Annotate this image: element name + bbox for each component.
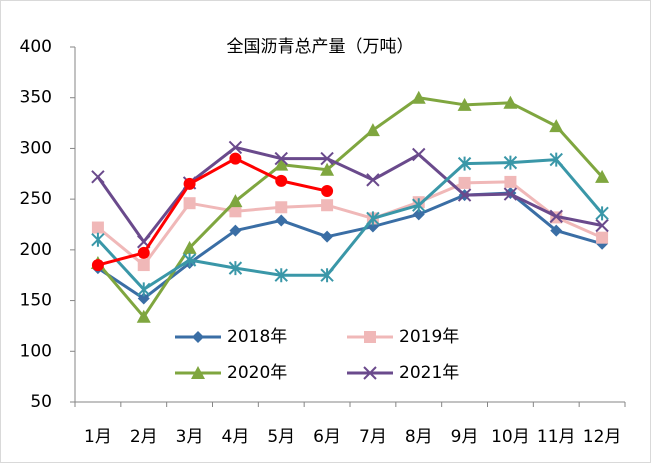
x-tick-label: 2月 — [130, 427, 158, 447]
marker — [274, 268, 288, 283]
marker — [365, 123, 380, 137]
marker — [274, 151, 288, 166]
marker — [137, 246, 150, 259]
marker — [275, 214, 288, 227]
marker — [412, 198, 426, 213]
series-line — [96, 158, 604, 291]
marker — [228, 194, 243, 208]
marker — [183, 197, 196, 210]
x-tick-label: 8月 — [405, 427, 433, 447]
marker — [366, 173, 380, 187]
marker — [412, 147, 426, 162]
marker — [412, 208, 425, 221]
y-tick-label: 350 — [20, 88, 52, 108]
marker — [503, 155, 518, 170]
marker — [595, 206, 609, 221]
marker — [503, 95, 518, 109]
series-line — [97, 157, 328, 267]
y-tick-label: 50 — [30, 392, 52, 412]
marker — [458, 176, 471, 189]
x-tick-label: 1月 — [84, 427, 112, 447]
marker — [91, 259, 104, 272]
marker — [321, 185, 334, 198]
marker — [91, 232, 105, 247]
x-tick-label: 11月 — [537, 427, 576, 447]
marker — [275, 174, 288, 187]
x-tick-label: 12月 — [583, 427, 622, 447]
legend-label: 2020年 — [227, 363, 287, 383]
marker — [229, 152, 242, 165]
y-tick-label: 200 — [20, 240, 52, 260]
x-tick-label: 3月 — [176, 427, 204, 447]
marker — [229, 205, 242, 218]
marker — [320, 162, 335, 176]
series-line — [96, 180, 603, 267]
x-tick-label: 4月 — [222, 427, 250, 447]
marker — [229, 224, 242, 237]
x-tick-label: 5月 — [267, 427, 295, 447]
legend-marker — [192, 331, 204, 343]
marker — [137, 292, 150, 305]
marker — [275, 201, 288, 214]
x-tick-label: 7月 — [359, 427, 387, 447]
marker — [321, 230, 334, 243]
marker — [182, 253, 197, 267]
legend-label: 2018年 — [227, 327, 287, 347]
legend-marker — [364, 331, 376, 343]
marker — [457, 156, 472, 171]
marker — [411, 90, 426, 104]
x-tick-label: 10月 — [491, 427, 530, 447]
legend-marker — [191, 366, 205, 379]
marker — [550, 224, 563, 237]
legend-label: 2019年 — [399, 327, 459, 347]
marker — [321, 199, 334, 212]
y-tick-label: 250 — [20, 189, 52, 209]
marker — [503, 187, 518, 201]
marker — [549, 209, 563, 224]
x-tick-label: 9月 — [451, 427, 479, 447]
y-tick-label: 100 — [20, 341, 52, 361]
y-tick-label: 300 — [20, 138, 52, 158]
marker — [549, 152, 563, 167]
marker — [228, 261, 243, 276]
y-tick-label: 150 — [20, 291, 52, 311]
marker — [595, 218, 609, 233]
x-tick-label: 6月 — [313, 427, 341, 447]
chart-title: 全国沥青总产量（万吨） — [227, 37, 414, 57]
marker — [320, 151, 334, 166]
marker — [504, 175, 517, 188]
marker — [596, 231, 609, 244]
legend-label: 2021年 — [399, 363, 459, 383]
marker — [182, 240, 197, 254]
marker — [320, 268, 334, 283]
marker — [136, 309, 151, 323]
marker — [137, 259, 150, 272]
marker — [91, 170, 105, 184]
marker — [457, 188, 472, 202]
marker — [366, 211, 380, 226]
marker — [228, 140, 243, 155]
series-line — [96, 96, 604, 319]
marker — [457, 97, 472, 111]
marker — [595, 169, 610, 183]
marker — [91, 221, 104, 234]
legend-marker — [363, 366, 377, 380]
marker — [137, 282, 151, 297]
y-tick-label: 400 — [20, 37, 52, 57]
marker — [549, 119, 564, 133]
marker — [274, 157, 289, 171]
marker — [183, 177, 196, 190]
